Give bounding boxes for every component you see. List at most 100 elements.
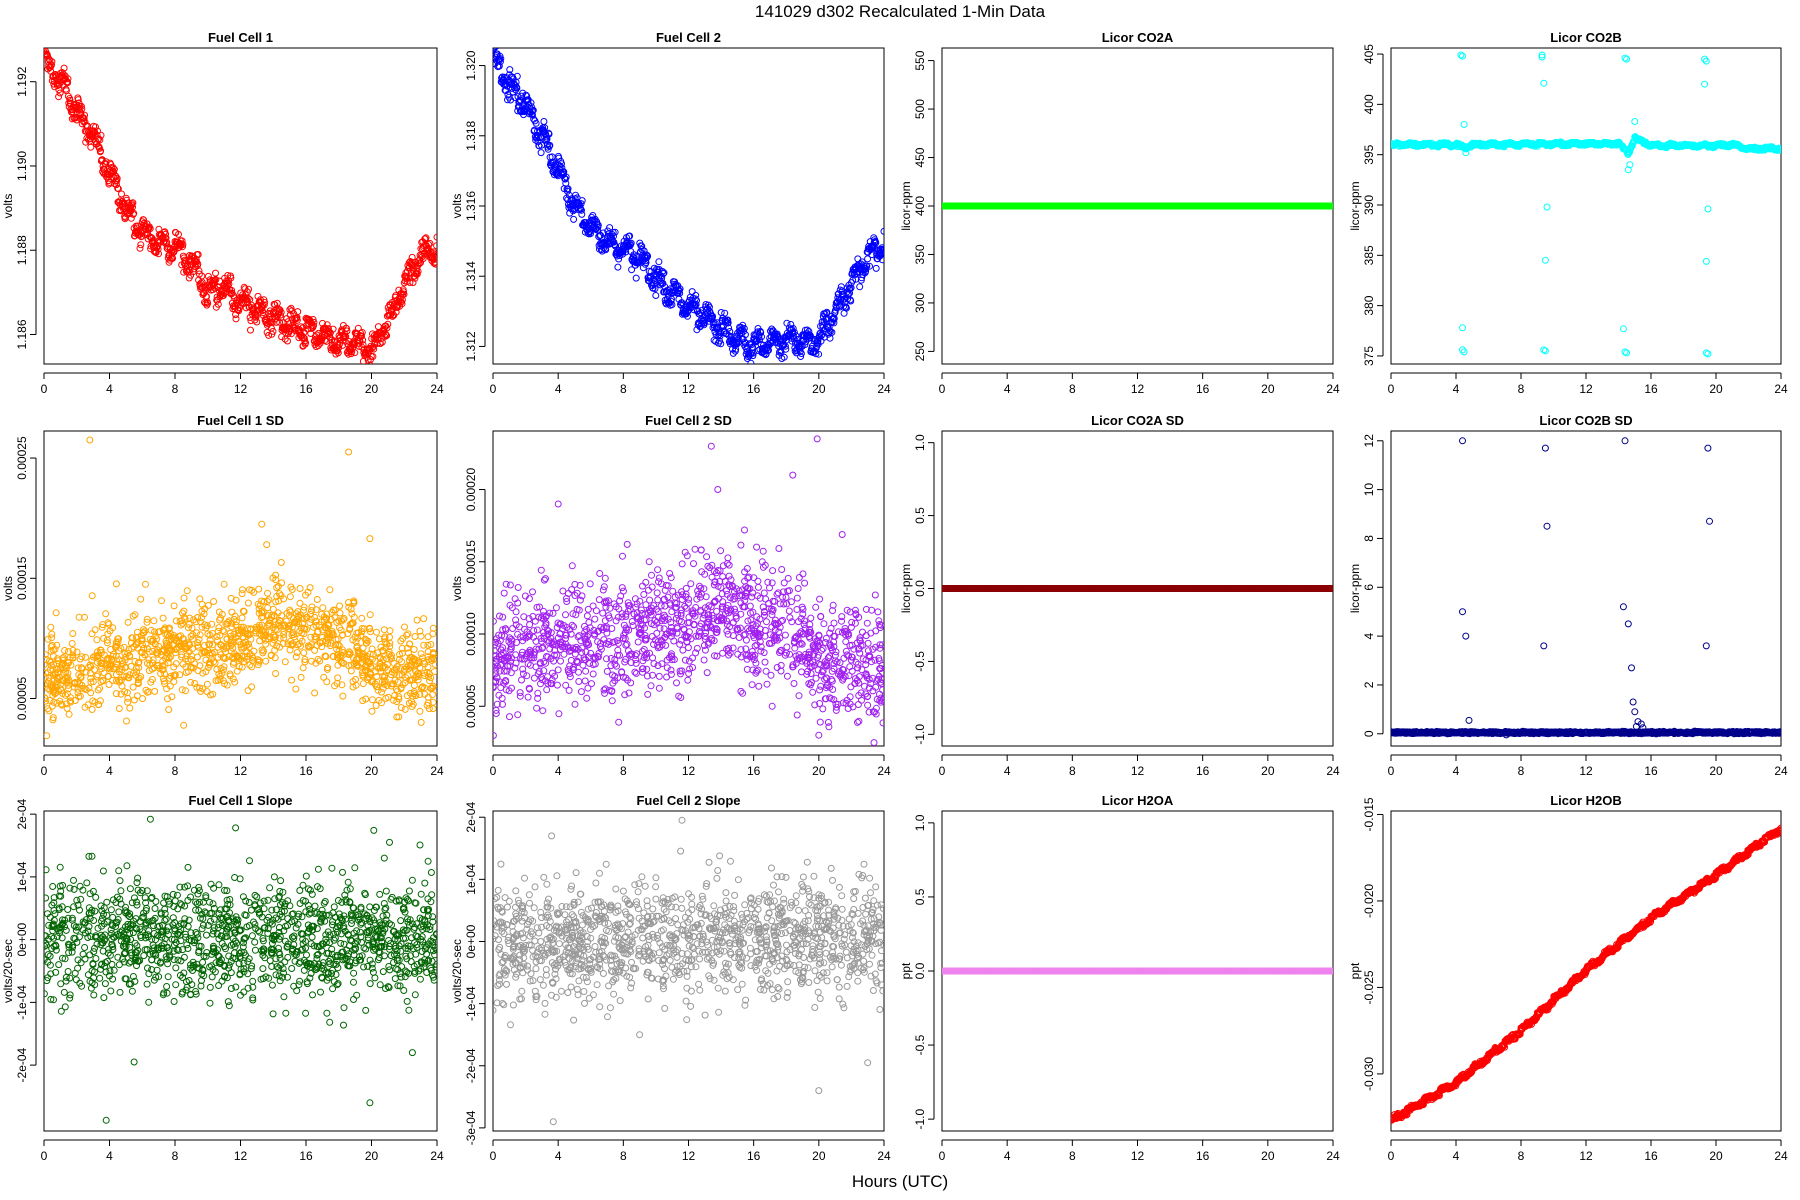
data-point — [426, 239, 434, 247]
x-tick-label: 12 — [1579, 382, 1593, 396]
data-point — [244, 294, 252, 302]
data-point — [416, 627, 424, 635]
x-tick-label: 12 — [682, 382, 696, 396]
data-point — [1540, 79, 1548, 87]
data-point — [323, 665, 331, 673]
data-point — [587, 230, 594, 238]
data-point — [262, 657, 270, 665]
data-point — [261, 298, 269, 306]
data-point — [286, 606, 294, 614]
data-point — [232, 596, 240, 604]
data-point — [424, 653, 432, 661]
data-point — [348, 610, 356, 618]
data-point — [713, 652, 721, 660]
data-point — [245, 285, 253, 293]
data-point — [264, 589, 271, 597]
data-point — [393, 698, 401, 706]
data-point — [269, 327, 277, 335]
data-point — [595, 596, 603, 604]
data-point — [314, 655, 322, 663]
data-point — [358, 614, 366, 622]
data-point — [265, 596, 273, 604]
data-point — [323, 678, 331, 686]
data-point — [430, 254, 437, 261]
data-point — [406, 640, 414, 648]
panel-title: Fuel Cell 2 SD — [645, 413, 732, 428]
data-point — [258, 520, 266, 528]
data-point — [204, 299, 212, 307]
data-point — [137, 673, 145, 681]
data-point — [115, 705, 123, 712]
data-point — [71, 114, 79, 122]
data-point — [676, 285, 684, 293]
data-point — [249, 657, 257, 664]
data-point — [347, 620, 355, 628]
data-point — [529, 106, 537, 114]
y-tick-label: 400 — [1362, 94, 1376, 114]
data-point — [377, 643, 385, 651]
data-point — [392, 685, 400, 693]
data-point — [376, 340, 384, 347]
data-point — [124, 694, 132, 702]
data-point — [109, 164, 117, 172]
data-point — [87, 678, 95, 686]
data-point — [100, 660, 108, 668]
data-point — [130, 209, 138, 217]
data-point — [94, 127, 101, 135]
data-point — [362, 662, 369, 670]
data-point — [120, 673, 128, 681]
data-point — [178, 651, 186, 659]
data-point — [239, 586, 246, 594]
data-point — [194, 614, 201, 621]
data-point — [129, 612, 137, 620]
data-point — [493, 48, 498, 53]
data-point — [363, 658, 371, 665]
data-point — [334, 651, 342, 659]
data-point — [182, 655, 190, 663]
data-point — [258, 646, 266, 654]
data-point — [232, 315, 240, 323]
data-point — [527, 103, 535, 111]
data-point — [540, 118, 548, 125]
data-point — [147, 635, 154, 643]
data-point — [296, 585, 304, 592]
data-point — [222, 620, 230, 628]
data-point — [311, 689, 319, 697]
x-tick-label: 0 — [41, 764, 48, 778]
data-point — [131, 657, 139, 665]
data-point — [215, 670, 223, 678]
data-point — [286, 311, 294, 319]
data-point — [258, 627, 266, 635]
x-tick-label: 12 — [234, 764, 248, 778]
data-point — [862, 267, 870, 275]
data-point — [148, 676, 156, 683]
data-point — [64, 79, 72, 87]
data-point — [345, 603, 353, 611]
data-point — [78, 684, 86, 692]
data-point — [692, 649, 700, 657]
data-point — [170, 678, 178, 686]
data-point — [300, 606, 308, 614]
data-point — [322, 614, 330, 622]
data-point — [304, 642, 312, 650]
data-point — [48, 61, 55, 69]
data-point — [91, 666, 98, 674]
data-point — [392, 308, 400, 316]
data-point — [288, 641, 296, 649]
data-point — [806, 331, 814, 339]
data-point — [82, 653, 89, 661]
data-point — [792, 349, 800, 357]
data-point — [276, 643, 284, 651]
data-point — [126, 652, 133, 660]
data-point — [265, 331, 273, 339]
data-point — [155, 250, 162, 258]
data-point — [87, 143, 95, 151]
data-point — [228, 640, 236, 648]
data-point — [97, 147, 105, 155]
data-point — [136, 244, 144, 252]
data-point — [422, 234, 430, 242]
data-point — [133, 668, 141, 676]
data-point — [142, 580, 149, 588]
